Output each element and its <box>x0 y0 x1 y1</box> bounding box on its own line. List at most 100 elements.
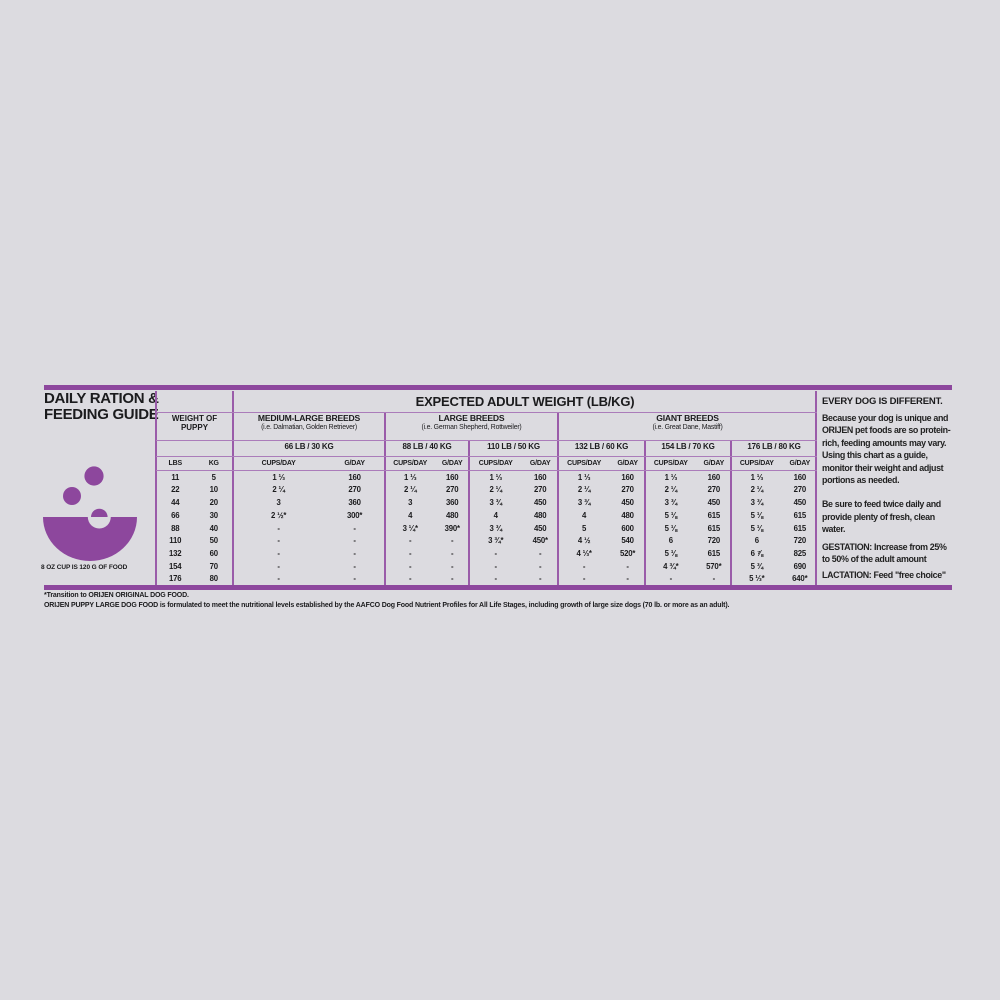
puppy-lbs-value: 88 <box>171 523 180 533</box>
puppy-lbs-value: 44 <box>171 498 180 508</box>
breed-group-name: MEDIUM-LARGE BREEDS <box>257 413 361 423</box>
cups-value: 1 ⅓ <box>272 472 285 482</box>
cups-value: 5 ¾ <box>750 561 764 571</box>
cups-value: 2 ¼ <box>750 485 764 495</box>
table-cell: 3 360 <box>233 496 385 509</box>
cups-value: 4 <box>493 510 498 520</box>
table-cell: 5 ⅛ 615 <box>645 522 731 535</box>
cups-value: 6 ⅞ <box>750 548 764 558</box>
table-cell: CUPS/DAY G/DAY <box>469 457 558 469</box>
weight-subheader: 110 LB / 50 KG <box>487 442 540 451</box>
bottom-rule <box>44 585 952 590</box>
grams-value: 720 <box>707 536 721 546</box>
cups-value: - <box>408 548 412 558</box>
footnote-aafco: ORIJEN PUPPY LARGE DOG FOOD is formulate… <box>44 601 730 609</box>
puppy-lbs-value: 66 <box>171 510 180 520</box>
grams-value: 540 <box>621 536 634 546</box>
cups-value: 4 ½ <box>577 536 591 546</box>
cups-value: 3 ¾ <box>750 498 764 508</box>
table-row: 44 20 3 360 3 360 3 ¾ 450 3 ¾ 450 3 ¾ 450 3 ¾ 450 <box>156 496 817 509</box>
breed-group-name: GIANT BREEDS <box>656 413 719 423</box>
breed-group-examples: (i.e. Great Dane, Mastiff) <box>652 424 723 431</box>
table-cell: 2 ¼ 270 <box>385 484 469 497</box>
table-cell: 1 ⅓ 160 <box>233 471 385 484</box>
grams-value: - <box>626 561 629 571</box>
kg-label: KG <box>208 459 219 467</box>
puppy-kg-value: 20 <box>209 498 218 508</box>
cups-value: 3 ¾ <box>489 523 502 533</box>
table-cell: -- <box>385 572 469 585</box>
table-cell: -- <box>558 572 645 585</box>
puppy-kg-value: 10 <box>209 485 218 495</box>
cups-value: - <box>277 574 280 584</box>
table-line-154-176 <box>730 440 732 585</box>
grams-per-day-label: G/DAY <box>529 459 551 467</box>
cups-value: 2 ¼ <box>489 485 502 495</box>
table-hline-2 <box>156 439 817 441</box>
table-cell: 4 480 <box>558 509 645 522</box>
table-cell: CUPS/DAY G/DAY <box>731 457 817 469</box>
grams-value: 825 <box>793 548 807 558</box>
grams-value: 520* <box>619 548 636 558</box>
table-row: 66 30 2 ½* 300* 4 480 4 480 4 480 5 ⅛ 615 5 ⅛ 615 <box>156 509 817 522</box>
table-cell: -- <box>469 547 558 560</box>
grams-value: 450 <box>533 498 547 508</box>
grams-value: - <box>538 561 542 571</box>
puppy-kg-value: 40 <box>209 523 218 533</box>
cups-value: 5 ⅛ <box>664 548 678 558</box>
grams-value: 160 <box>793 472 807 482</box>
table-cell: -- <box>385 534 469 547</box>
table-cell: 2 ¼ 270 <box>558 484 645 497</box>
breed-group-name: LARGE BREEDS <box>438 413 505 423</box>
grams-value: 270 <box>348 485 361 495</box>
puppy-weight-cell: 176 80 <box>156 572 233 585</box>
grams-value: 615 <box>793 510 807 520</box>
expected-adult-weight-header: EXPECTED ADULT WEIGHT (LB/KG) <box>415 394 635 409</box>
weight-subheader: 66 LB / 30 KG <box>284 442 334 451</box>
puppy-weight-cell: 110 50 <box>156 534 233 547</box>
grams-value: 300* <box>346 510 363 520</box>
grams-value: - <box>538 574 542 584</box>
cups-value: 4 <box>408 510 413 520</box>
table-cell: 4 480 <box>385 509 469 522</box>
table-line-132-154 <box>644 440 646 585</box>
grams-value: - <box>353 561 356 571</box>
table-cell: 2 ¼ 270 <box>645 484 731 497</box>
weight-of-puppy-line2: PUPPY <box>180 423 209 432</box>
table-border-left <box>155 391 157 585</box>
table-cell: 1 ⅓ 160 <box>731 471 817 484</box>
puppy-lbs-value: 176 <box>169 574 182 584</box>
grams-value: 270 <box>621 485 634 495</box>
table-line-88-110 <box>468 440 470 585</box>
cups-value: - <box>277 536 280 546</box>
cups-value: 2 ¼ <box>272 485 285 495</box>
grams-value: 450 <box>793 498 807 508</box>
page-title-line2: FEEDING GUIDE <box>44 406 159 423</box>
table-cell: 4 ⅓* 520* <box>558 547 645 560</box>
table-cell: -- <box>558 560 645 573</box>
breed-group-medium-large: MEDIUM-LARGE BREEDS (i.e. Dalmatian, Gol… <box>233 413 385 431</box>
puppy-weight-cell: 44 20 <box>156 496 233 509</box>
cups-per-day-label: CUPS/DAY <box>653 459 688 467</box>
grams-value: 450 <box>621 498 634 508</box>
grams-value: 480 <box>621 510 634 520</box>
breed-group-giant: GIANT BREEDS (i.e. Great Dane, Mastiff) <box>558 413 817 431</box>
cups-value: 2 ¼ <box>577 485 591 495</box>
table-cell: CUPS/DAY G/DAY <box>558 457 645 469</box>
grams-value: - <box>353 548 356 558</box>
table-line-ml-large <box>384 412 386 585</box>
grams-value: 160 <box>621 472 634 482</box>
table-cell: CUPS/DAY G/DAY <box>645 457 731 469</box>
grams-per-day-label: G/DAY <box>344 459 365 467</box>
table-cell: -- <box>233 572 385 585</box>
table-row: 176 80- - - - - - - - - -5 ⅓* 640* <box>156 572 817 585</box>
weight-subheader: 154 LB / 70 KG <box>661 442 715 451</box>
cups-value: 6 <box>754 536 759 546</box>
puppy-lbs-value: 154 <box>169 561 182 571</box>
table-cell: 6 720 <box>645 534 731 547</box>
notes-panel: EVERY DOG IS DIFFERENT. Because your dog… <box>822 396 956 592</box>
grams-value: 390* <box>444 523 460 533</box>
table-cell: 5 ¾ 690 <box>731 560 817 573</box>
grams-value: - <box>712 574 716 584</box>
weight-subheader: 176 LB / 80 KG <box>747 442 801 451</box>
